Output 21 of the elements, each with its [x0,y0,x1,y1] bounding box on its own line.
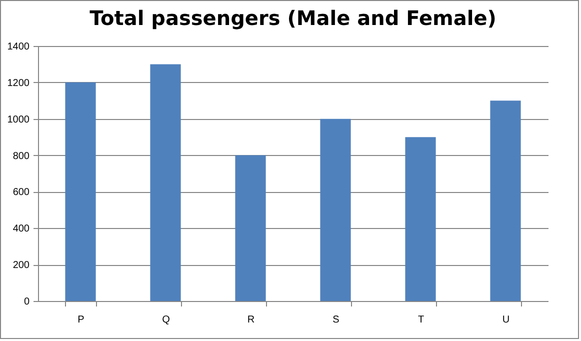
bar [490,100,521,301]
y-tick-label: 800 [12,150,30,162]
y-tick-label: 1400 [7,42,30,52]
y-tick-label: 0 [24,296,30,308]
x-tick-label: Q [162,314,170,326]
x-tick-label: P [78,314,85,326]
x-tick-label: U [502,314,510,326]
bar [235,155,266,301]
chart-title: Total passengers (Male and Female) [90,6,496,30]
x-tick-label: R [247,314,255,326]
bar [320,118,351,301]
bar [150,64,181,301]
y-tick-label: 1000 [7,114,30,126]
y-tick-label: 400 [12,224,30,235]
bar [405,137,436,301]
y-tick-label: 600 [12,187,30,198]
x-tick-label: S [332,314,340,326]
bar [65,82,96,301]
y-tick-label: 200 [12,260,30,272]
y-tick-label: 1200 [7,78,30,89]
x-tick-label: T [418,314,424,326]
